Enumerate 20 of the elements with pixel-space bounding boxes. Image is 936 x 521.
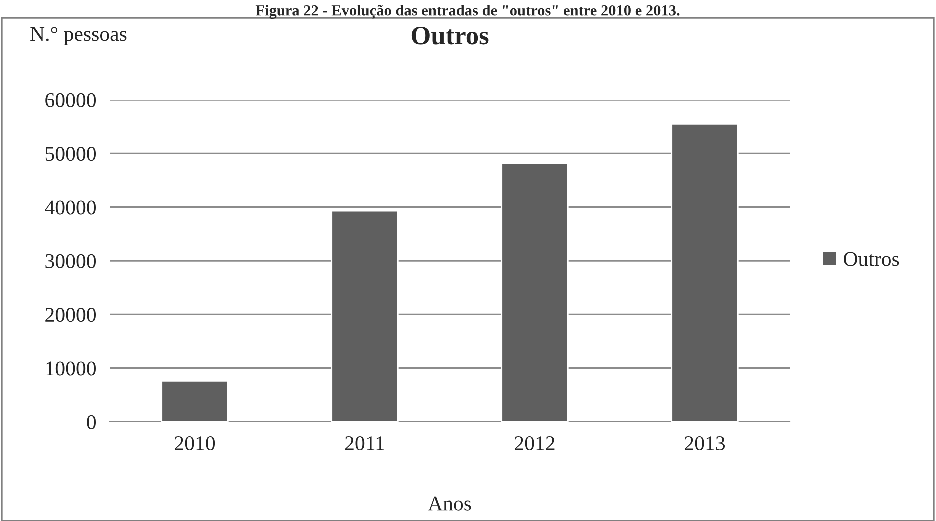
bar <box>331 210 399 422</box>
x-axis-title: Anos <box>428 496 472 511</box>
y-tick-label: 10000 <box>46 362 96 376</box>
y-tick-label: 0 <box>87 415 96 430</box>
bar <box>501 162 569 422</box>
y-tick-label: 60000 <box>46 93 96 108</box>
y-tick-label: 40000 <box>45 200 96 215</box>
chart-title: Outros <box>412 26 489 45</box>
text: Figura 22 - Evolução das entradas de "outros" entre 2010 e 2013. <box>256 5 680 20</box>
x-tick-label: 2010 <box>175 436 216 451</box>
x-tick-label: 2013 <box>685 436 726 451</box>
x-tick-label: 2011 <box>345 436 384 451</box>
bar <box>671 123 739 422</box>
legend-label: Outros <box>844 252 900 266</box>
x-tick-label: 2012 <box>515 436 555 451</box>
bar <box>161 380 229 422</box>
y-tick-label: 50000 <box>46 147 96 162</box>
y-tick-label: 30000 <box>46 254 96 268</box>
y-tick-label: 20000 <box>46 308 96 322</box>
y-axis-title: N.° pessoas <box>30 27 127 46</box>
